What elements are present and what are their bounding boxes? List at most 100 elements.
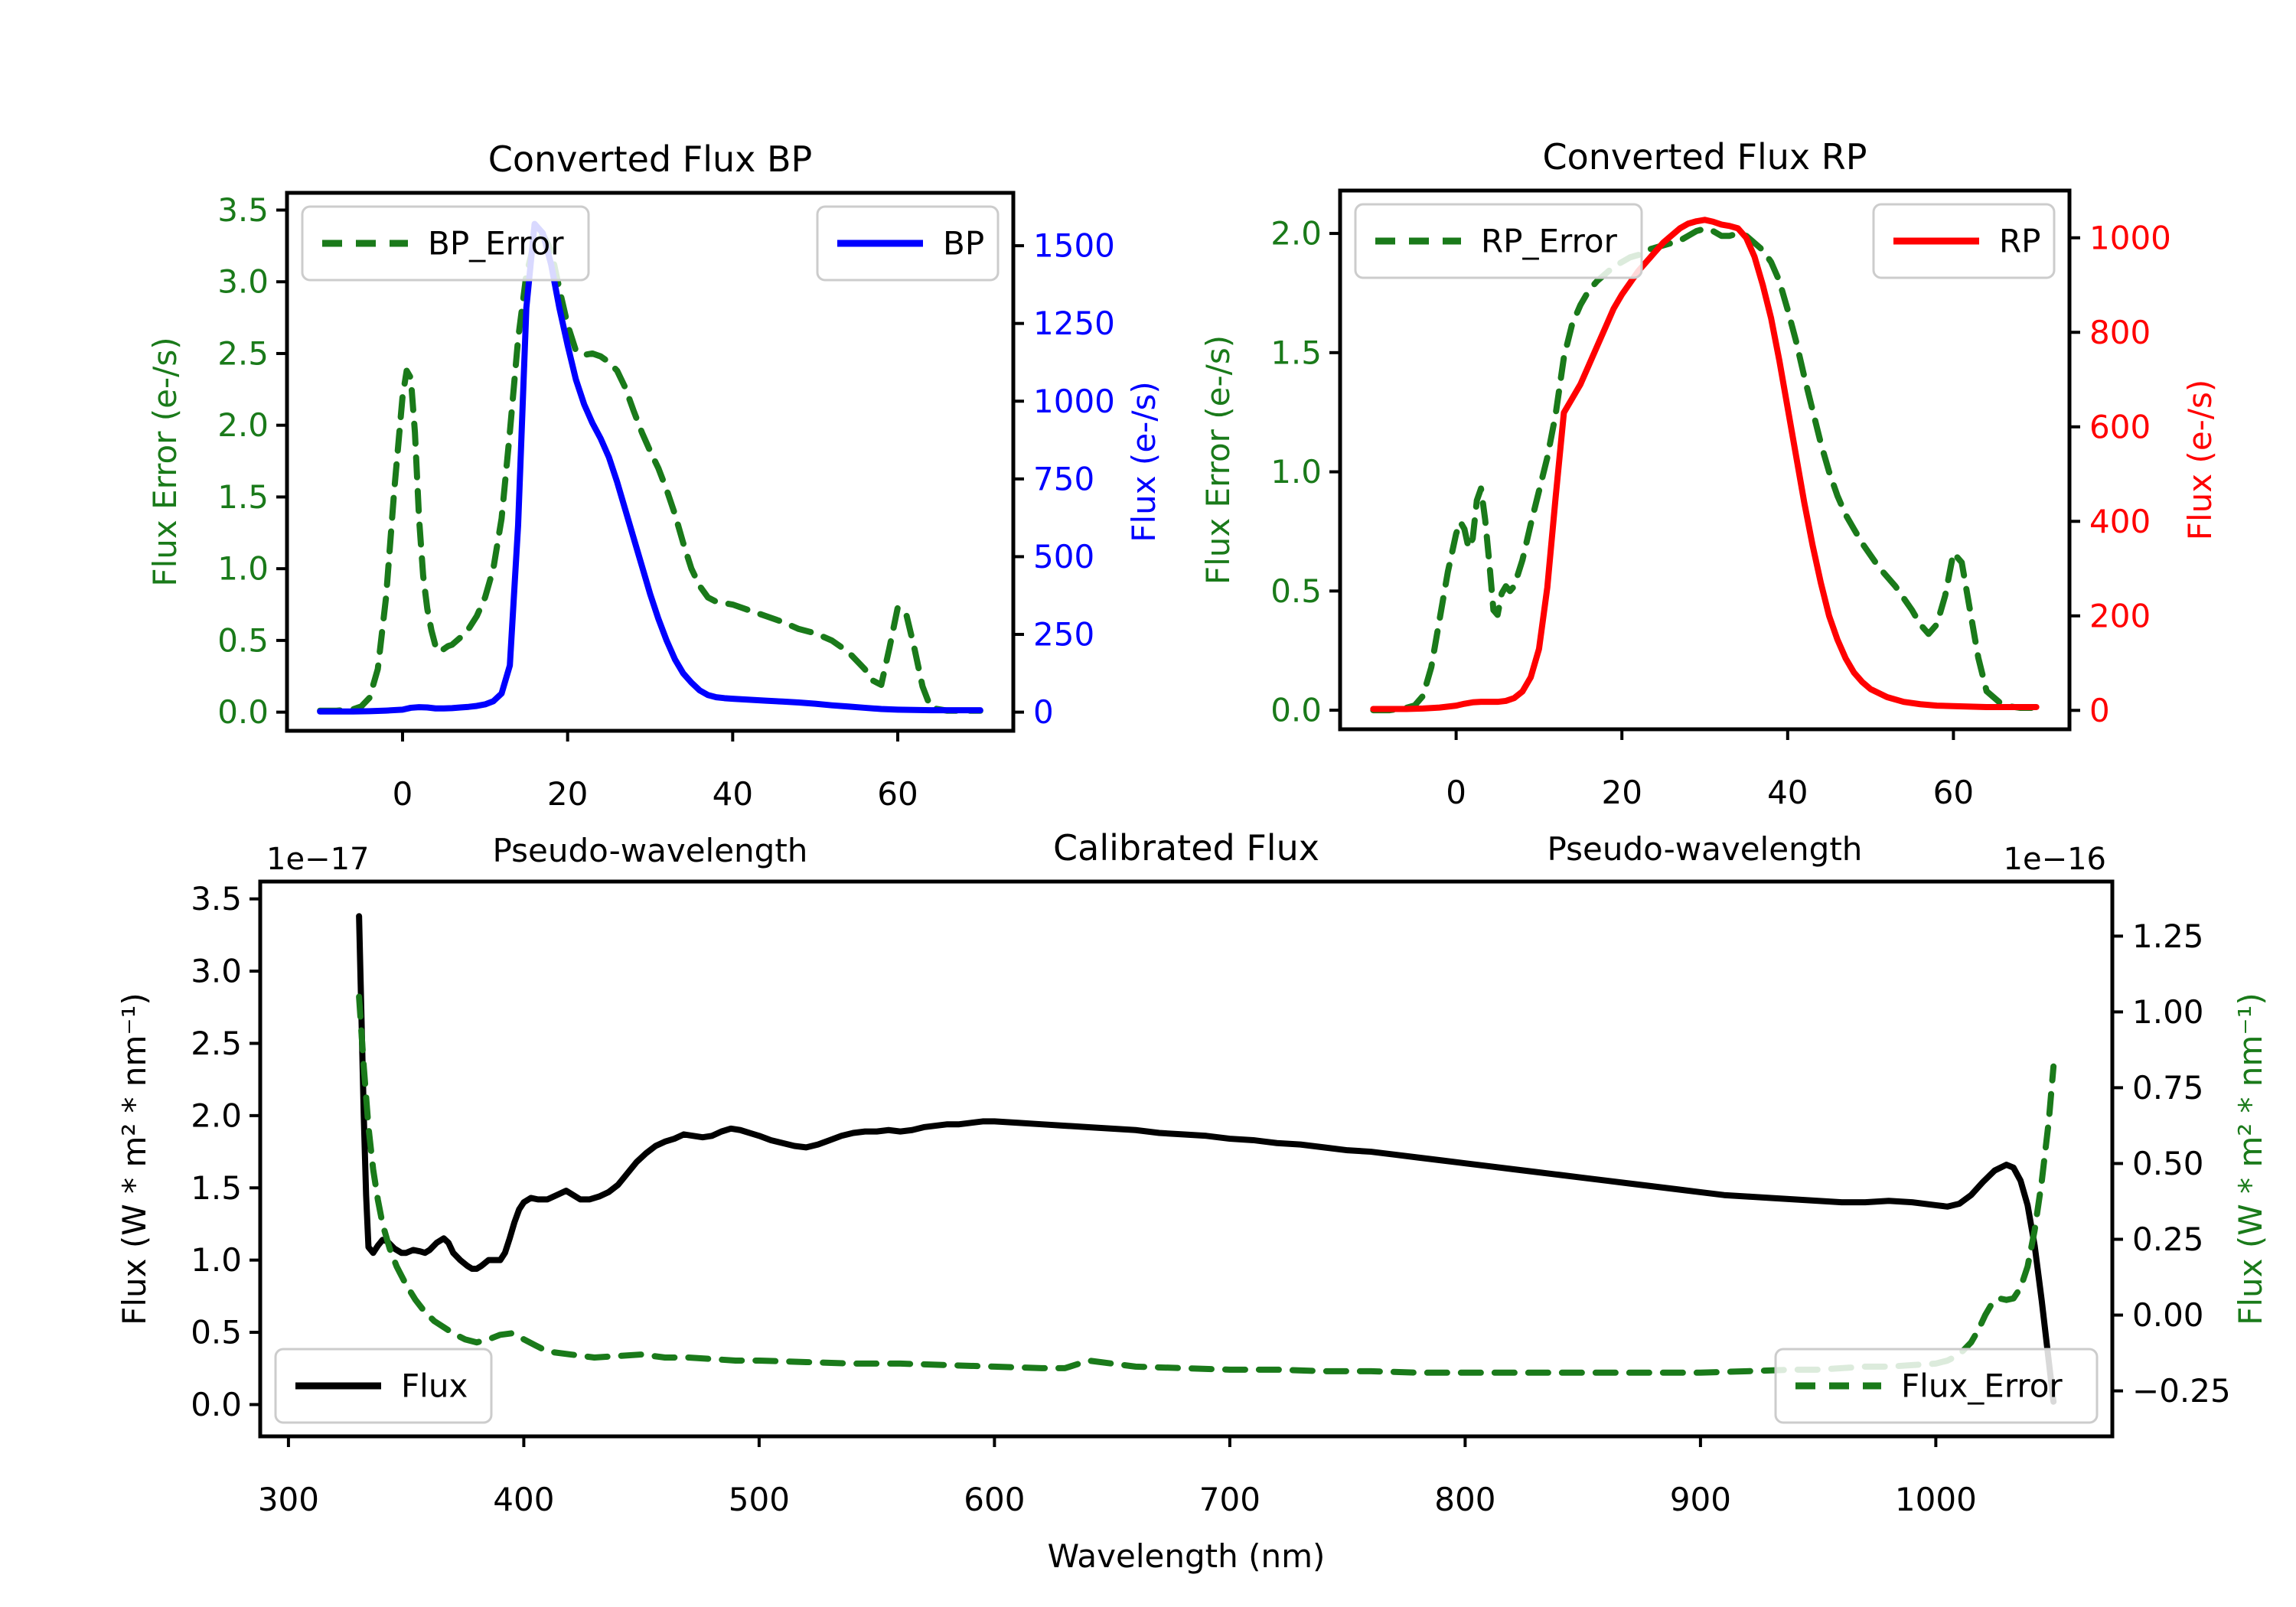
legend-box [301,205,590,282]
legend-bp-1[interactable]: BP [816,205,1000,282]
ytick-label-right: 800 [2089,314,2151,351]
legend-box [1774,1348,2099,1424]
series-bp [317,220,983,715]
ytick-label-right: 0.25 [2132,1221,2204,1258]
legend-box [274,1348,493,1424]
yaxis-label-left: Flux Error (e-/s) [146,337,184,586]
ytick-label-right: 1500 [1033,227,1115,265]
series-bp-error [317,231,983,714]
series-rp [1370,217,2040,712]
ytick-label-right: 0 [1033,693,1054,731]
xtick-label: 1000 [1895,1481,1977,1518]
ytick-label-left: 1.5 [191,1169,242,1207]
ytick-label-left: 0.5 [191,1314,242,1351]
xtick-label: 0 [393,775,413,813]
ytick-label-right: 0.00 [2132,1296,2204,1334]
yaxis-label-left: Flux Error (e-/s) [1199,335,1237,585]
plot-frame-bp [285,191,1016,733]
xtick-label: 60 [877,775,918,813]
ytick-label-right: 1250 [1033,305,1115,342]
ytick-label-right: 1000 [1033,383,1115,420]
axes-cal: Calibrated Flux 1e−17 1e−16 300 400 500 600 700… [116,827,2269,1575]
series-flux [356,913,2057,1405]
legend-cal-0[interactable]: Flux [274,1348,493,1424]
yaxis-label-right: Flux (W * m² * nm⁻¹) [2232,993,2269,1325]
ytick-label-right: 1000 [2089,219,2171,256]
ytick-label-left: 2.0 [1270,215,1322,253]
ytick-label-left: 1.0 [217,550,269,588]
axes-bp: Converted Flux BP 0 20 40 60 Pseudo-wavelengt… [146,139,1163,869]
ytick-label-right: 750 [1033,460,1094,497]
ytick-label-left: 0.5 [217,621,269,659]
xtick-label: 900 [1670,1481,1731,1518]
legend-label: RP [1999,223,2041,260]
curves-rp [1370,217,2040,714]
legend-label: RP_Error [1481,223,1618,260]
xtick-label: 400 [493,1481,554,1518]
plot-frame-rp [1338,188,2072,732]
yaxis-label-right: Flux (e-/s) [2181,380,2219,540]
ytick-label-left: 2.5 [191,1025,242,1062]
ytick-label-left: 3.5 [217,191,269,229]
legend-label: Flux_Error [1901,1367,2063,1405]
xtick-label: 600 [964,1481,1025,1518]
series-rp-error [1370,225,2040,714]
legend-label: Flux [401,1367,468,1405]
xtick-label: 500 [729,1481,790,1518]
legend-bp-0[interactable]: BP_Error [301,205,590,282]
xtick-label: 0 [1446,774,1466,811]
ytick-label-left: 0.0 [217,693,269,731]
panel-title-rp: Converted Flux RP [1543,136,1867,178]
offset-label-left: 1e−17 [266,842,369,877]
panel-title-bp: Converted Flux BP [488,139,813,180]
ytick-label-left: 3.5 [191,880,242,918]
ytick-label-left: 0.5 [1270,572,1322,610]
legend-label: BP [943,225,984,262]
ytick-label-left: 0.0 [1270,692,1322,729]
ytick-label-left: 1.5 [1270,334,1322,371]
xaxis-label: Wavelength (nm) [1048,1537,1326,1575]
ytick-label-left: 1.0 [1270,453,1322,491]
xtick-label: 20 [1601,774,1642,811]
curves-bp [317,220,983,715]
ytick-label-left: 3.0 [191,953,242,990]
ytick-label-left: 2.5 [217,334,269,372]
ytick-label-right: 0 [2089,692,2110,729]
ytick-label-right: 500 [1033,538,1094,575]
ytick-label-left: 2.0 [191,1097,242,1134]
legend-cal-1[interactable]: Flux_Error [1774,1348,2099,1424]
xtick-label: 40 [1767,774,1808,811]
xaxis-label: Pseudo-wavelength [1548,830,1863,868]
plot-frame-cal [258,879,2115,1439]
ytick-label-right: 250 [1033,616,1094,654]
legend-box [1354,203,1643,279]
xtick-label: 700 [1199,1481,1261,1518]
ytick-label-right: 200 [2089,597,2151,634]
legend-rp-0[interactable]: RP_Error [1354,203,1643,279]
xtick-label: 800 [1434,1481,1495,1518]
legend-rp-1[interactable]: RP [1872,203,2056,279]
ytick-label-left: 3.0 [217,263,269,301]
legend-label: BP_Error [428,225,564,262]
ytick-label-left: 2.0 [217,406,269,444]
yaxis-label-right: Flux (e-/s) [1125,381,1163,542]
ytick-label-right: −0.25 [2132,1372,2231,1410]
xtick-label: 40 [713,775,753,813]
xtick-label: 300 [258,1481,319,1518]
axes-rp: Converted Flux RP 0 20 40 60 Pseudo-wavelengt… [1199,136,2219,868]
ytick-label-right: 1.00 [2132,993,2204,1031]
xtick-label: 20 [547,775,588,813]
ytick-label-left: 0.0 [191,1386,242,1423]
curves-cal [356,913,2057,1405]
ytick-label-right: 0.50 [2132,1145,2204,1182]
ytick-label-right: 1.25 [2132,918,2204,955]
ytick-label-right: 400 [2089,503,2151,540]
ytick-label-left: 1.5 [217,478,269,516]
offset-label-right: 1e−16 [2004,842,2106,877]
yaxis-label-left: Flux (W * m² * nm⁻¹) [116,993,153,1325]
ytick-label-right: 0.75 [2132,1069,2204,1107]
panel-title-cal: Calibrated Flux [1053,827,1319,869]
xaxis-label: Pseudo-wavelength [493,832,808,869]
